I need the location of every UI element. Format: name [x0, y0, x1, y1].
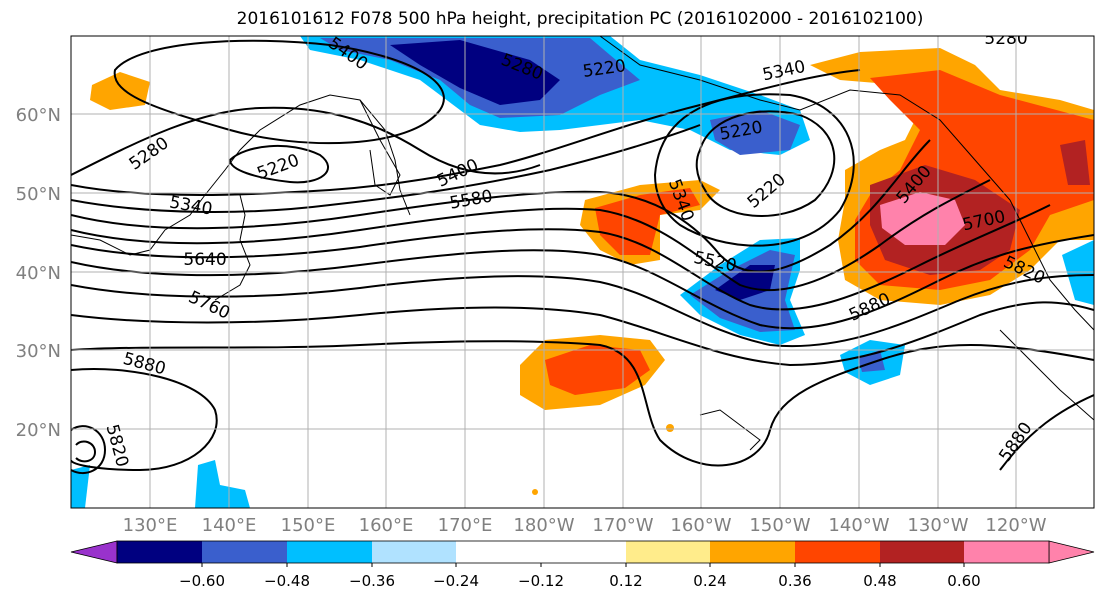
- lon-label: 170°W: [592, 515, 653, 536]
- colorbar-segment: [202, 541, 287, 563]
- contour-5820: [71, 301, 1094, 367]
- contour-5880-south: [71, 368, 218, 472]
- lon-label: 160°E: [359, 515, 414, 536]
- graticule: [71, 36, 1094, 508]
- contour-5760: [71, 274, 1094, 348]
- contour-low-central: [695, 110, 836, 217]
- map-frame: [70, 35, 1095, 509]
- colorbar-segment: [626, 541, 710, 563]
- lon-label: 130°W: [907, 515, 968, 536]
- colorbar-tick-label: −0.12: [518, 572, 564, 590]
- contour-low-central-outer: [653, 93, 855, 247]
- colorbar-tick-label: −0.24: [433, 572, 479, 590]
- colorbar: −0.60 −0.48 −0.36 −0.24 −0.12 0.12 0.24 …: [70, 540, 1095, 590]
- longitude-labels: 130°E 140°E 150°E 160°E 170°E 180°W 170°…: [123, 515, 1047, 536]
- coast-alaska: [599, 36, 1094, 331]
- lon-label: 170°E: [438, 515, 493, 536]
- colorbar-tick-label: 0.12: [609, 572, 642, 590]
- colorbar-tick-label: −0.36: [349, 572, 395, 590]
- colorbar-segment: [117, 541, 202, 563]
- colorbar-tick-label: −0.60: [179, 572, 225, 590]
- colorbar-segment: [710, 541, 795, 563]
- contour-5220-west: [228, 145, 329, 184]
- contour-5340: [71, 69, 861, 196]
- contour-low-west: [113, 39, 445, 145]
- colorbar-tick-label: 0.36: [778, 572, 811, 590]
- colorbar-tick-label: 0.48: [863, 572, 896, 590]
- positive-dot-2: [666, 424, 674, 432]
- positive-patch-west: [90, 72, 150, 110]
- positive-patch-subtropical-strong: [545, 345, 650, 395]
- coast-hawaii: [699, 409, 761, 451]
- contour-5640: [71, 204, 1051, 311]
- colorbar-segment: [456, 541, 541, 563]
- positive-patch-central-strong: [595, 188, 700, 255]
- colorbar-tick-label: 0.24: [693, 572, 726, 590]
- lon-label: 130°E: [123, 515, 178, 536]
- lon-label: 140°W: [828, 515, 889, 536]
- contour-5880: [71, 340, 1094, 467]
- colorbar-extend-high: [1048, 540, 1095, 564]
- colorbar-segment: [880, 541, 964, 563]
- colorbar-extend-low: [70, 540, 118, 564]
- negative-patch-islands: [195, 460, 250, 508]
- contour-label: 5280: [984, 29, 1027, 49]
- colorbar-segment: [287, 541, 372, 563]
- negative-band-north-core: [390, 40, 560, 105]
- contour-typhoon-outer: [71, 425, 107, 475]
- positive-region-east-peak: [880, 192, 965, 245]
- lat-label: 30°N: [16, 341, 61, 362]
- lat-label: 50°N: [16, 184, 61, 205]
- lon-label: 150°W: [749, 515, 810, 536]
- contour-label: 5640: [183, 250, 226, 270]
- precipitation-shading: [71, 36, 1094, 508]
- positive-dot: [532, 489, 538, 495]
- colorbar-segment: [795, 541, 880, 563]
- lon-label: 180°W: [513, 515, 574, 536]
- lon-label: 160°W: [670, 515, 731, 536]
- negative-patch-east-small-core: [858, 350, 885, 372]
- contour-5880-east: [999, 394, 1094, 471]
- coast-mexico: [999, 329, 1094, 421]
- lat-label: 60°N: [16, 105, 61, 126]
- figure-title: 2016101612 F078 500 hPa height, precipit…: [236, 9, 924, 29]
- coast-kamchatka: [359, 99, 401, 196]
- contour-5520: [71, 139, 931, 273]
- coast-asia: [71, 94, 411, 256]
- lon-label: 150°E: [281, 515, 336, 536]
- negative-patch-low: [710, 110, 800, 155]
- lat-label: 40°N: [16, 263, 61, 284]
- contour-5400: [71, 124, 701, 213]
- contour-5580: [71, 179, 991, 292]
- contour-5700: [71, 234, 1094, 330]
- lon-label: 140°E: [202, 515, 257, 536]
- positive-patch-coast: [1060, 140, 1090, 185]
- contour-typhoon-inner: [75, 440, 97, 463]
- colorbar-tick-label: −0.48: [264, 572, 310, 590]
- latitude-labels: 60°N 50°N 40°N 30°N 20°N: [16, 105, 61, 441]
- colorbar-tick-labels: −0.60 −0.48 −0.36 −0.24 −0.12 0.12 0.24 …: [179, 572, 981, 590]
- negative-patch-mid-core: [715, 265, 775, 300]
- colorbar-tick-label: 0.60: [947, 572, 980, 590]
- negative-patch-southwest: [71, 465, 90, 508]
- colorbar-segment: [541, 541, 626, 563]
- colorbar-frame: [116, 540, 1050, 564]
- colorbar-segment: [964, 541, 1049, 563]
- height-contours: [71, 39, 1094, 475]
- colorbar-ticks: [201, 563, 965, 567]
- lon-label: 120°W: [985, 515, 1046, 536]
- map-panel: 5400 5280 5220 5340 5280 5220 5340 5400 …: [70, 29, 1095, 509]
- colorbar-segment: [372, 541, 456, 563]
- lat-label: 20°N: [16, 420, 61, 441]
